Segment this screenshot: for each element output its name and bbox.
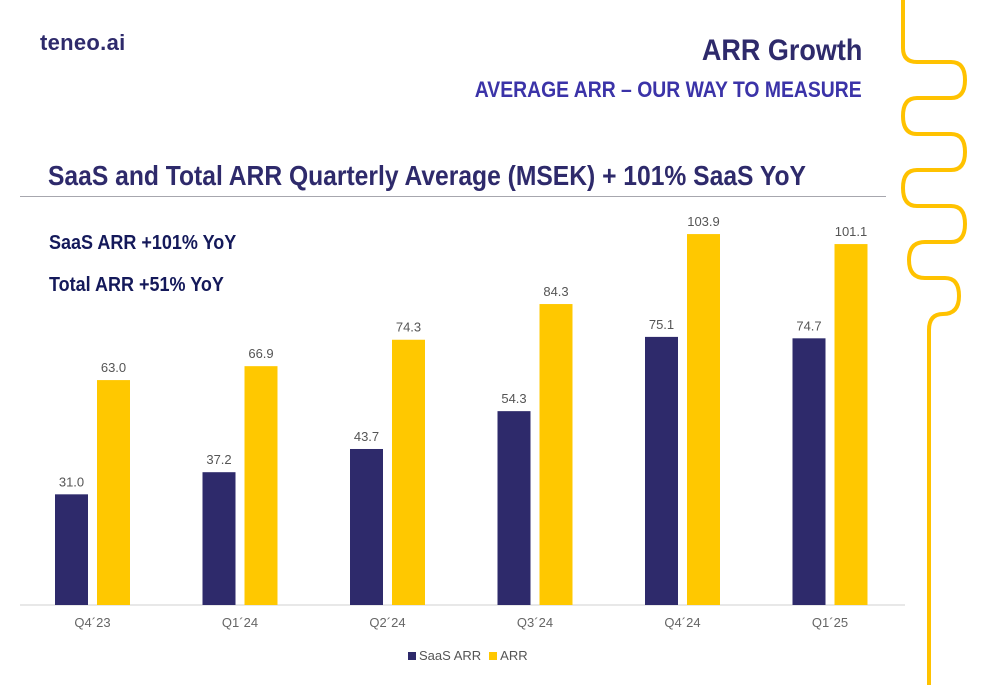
bar-saas-3 xyxy=(497,411,531,605)
data-label-arr-4: 103.9 xyxy=(687,214,720,229)
x-tick-label-3: Q3´24 xyxy=(517,615,553,630)
data-label-saas-4: 75.1 xyxy=(649,317,674,332)
total-arr-yoy-kpi: Total ARR +51% YoY xyxy=(49,274,224,296)
legend-label-arr: ARR xyxy=(500,648,528,663)
bar-saas-4 xyxy=(645,336,678,605)
legend-item-saas: SaaS ARR xyxy=(408,648,481,663)
decorative-wave-line xyxy=(901,0,967,685)
bar-arr-2 xyxy=(392,339,425,605)
saas-arr-yoy-kpi: SaaS ARR +101% YoY xyxy=(49,232,237,254)
x-tick-label-4: Q4´24 xyxy=(664,615,700,630)
legend-swatch-saas xyxy=(408,651,416,660)
legend-item-arr: ARR xyxy=(489,648,528,663)
x-tick-label-2: Q2´24 xyxy=(369,615,405,630)
bar-arr-1 xyxy=(244,366,278,605)
company-logo: teneo.ai xyxy=(40,30,126,55)
bar-arr-5 xyxy=(834,244,868,605)
x-tick-label-5: Q1´25 xyxy=(812,615,848,630)
chart-title: SaaS and Total ARR Quarterly Average (MS… xyxy=(48,160,806,191)
data-label-arr-0: 63.0 xyxy=(101,360,126,375)
page-title: ARR Growth xyxy=(701,34,862,67)
data-label-saas-5: 74.7 xyxy=(796,318,821,333)
data-label-saas-2: 43.7 xyxy=(354,429,379,444)
data-label-saas-3: 54.3 xyxy=(501,391,526,406)
data-label-arr-1: 66.9 xyxy=(248,346,273,361)
bar-arr-0 xyxy=(97,380,130,605)
bar-saas-0 xyxy=(55,494,88,605)
bar-arr-3 xyxy=(539,304,573,605)
bar-saas-1 xyxy=(202,472,236,605)
chart-legend: SaaS ARR ARR xyxy=(408,648,536,663)
legend-label-saas: SaaS ARR xyxy=(419,648,482,663)
data-label-saas-0: 31.0 xyxy=(59,474,84,489)
bar-saas-2 xyxy=(350,448,383,605)
data-label-arr-3: 84.3 xyxy=(543,284,568,299)
x-tick-label-1: Q1´24 xyxy=(222,615,258,630)
data-label-arr-5: 101.1 xyxy=(835,224,868,239)
bar-saas-5 xyxy=(792,338,826,605)
page-subtitle: AVERAGE ARR – OUR WAY TO MEASURE xyxy=(475,77,862,102)
data-label-saas-1: 37.2 xyxy=(206,452,231,467)
legend-swatch-arr xyxy=(489,651,498,660)
data-label-arr-2: 74.3 xyxy=(396,320,421,335)
x-tick-label-0: Q4´23 xyxy=(74,615,110,630)
section-divider xyxy=(20,196,886,197)
bar-arr-4 xyxy=(687,234,720,605)
